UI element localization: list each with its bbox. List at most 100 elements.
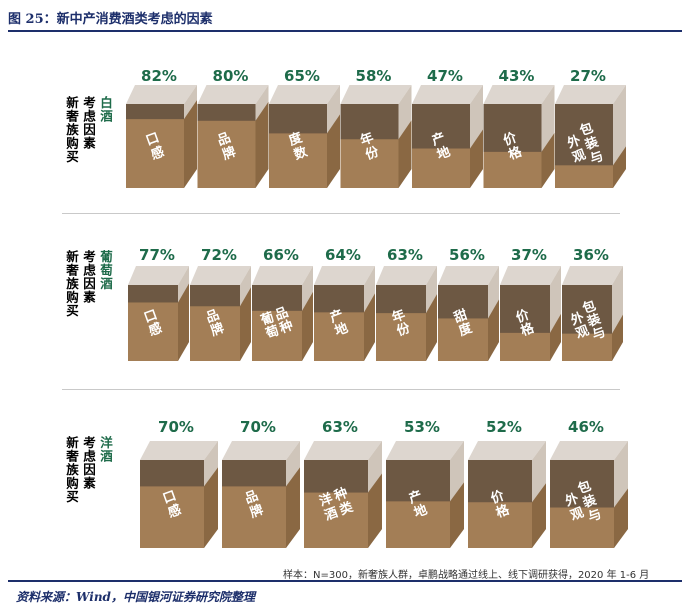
cube-front-fill: [340, 139, 399, 188]
category-label: 口感: [161, 488, 183, 521]
value-label: 80%: [213, 67, 249, 85]
cube-front-fill: [468, 502, 532, 548]
cube-top-face: [386, 441, 464, 460]
category-label-char: 外: [564, 132, 583, 152]
cube-side-fill: [204, 467, 218, 548]
cube-top-face: [412, 85, 483, 104]
category-label-char: 萄: [263, 322, 281, 341]
category-label-char: 价: [514, 307, 532, 326]
bar-cube: [197, 85, 269, 188]
category-label-char: 牌: [220, 144, 238, 163]
category-label-char: 价: [502, 130, 520, 149]
bar-cube: [340, 85, 412, 188]
row-label-baijiu-col2: 考虑因素: [81, 96, 96, 150]
category-label: 口感: [144, 130, 166, 163]
cube-side-fill: [612, 314, 623, 361]
cube-top-face: [550, 441, 628, 460]
category-label-char: 观: [571, 147, 588, 166]
category-label: 口感: [142, 308, 164, 340]
cube-top-face: [128, 266, 189, 285]
category-label: 品牌: [216, 130, 238, 163]
source-rule: [8, 580, 682, 582]
cube-front-fill: [190, 306, 240, 361]
bar-cube: [550, 441, 628, 548]
bar-cube: [376, 266, 437, 361]
category-label-char: 酒: [323, 505, 340, 524]
category-label-char: 观: [569, 505, 586, 524]
cube-front-fill: [562, 333, 612, 361]
category-label-char: 包: [576, 478, 594, 497]
category-label-char: 感: [149, 144, 167, 163]
cube-top-face: [562, 266, 623, 285]
category-label-char: 装: [584, 311, 603, 331]
bar-cube: [126, 85, 197, 188]
cube-side-fill: [302, 291, 313, 361]
category-label-char: 感: [147, 320, 165, 339]
bar-cube: [269, 85, 340, 188]
category-label-char: 地: [412, 502, 430, 521]
row-label-wine: 新奢族购买 考虑因素 葡萄酒: [64, 250, 113, 318]
cube-side-fill: [255, 101, 269, 188]
value-label: 72%: [201, 246, 237, 264]
value-label: 46%: [568, 418, 604, 436]
category-label: 品牌: [243, 488, 265, 521]
value-label: 70%: [158, 418, 194, 436]
title-rule: [8, 30, 682, 32]
cube-side-fill: [541, 132, 555, 188]
cube-front-fill: [483, 151, 542, 188]
cube-front-fill: [412, 148, 470, 188]
bar-cube: [304, 441, 382, 548]
value-label: 53%: [404, 418, 440, 436]
value-label: 52%: [486, 418, 522, 436]
row-label-yangjiu-col2: 考虑因素: [81, 436, 96, 490]
cube-side-fill: [327, 114, 340, 188]
cube-top-face: [314, 266, 375, 285]
cube-top-face: [483, 85, 555, 104]
cube-front-fill: [197, 120, 256, 188]
category-label-char: 品: [204, 308, 221, 327]
category-label-char: 包: [578, 120, 596, 139]
bar-cube: [562, 266, 623, 361]
cube-side-fill: [368, 473, 382, 548]
category-label-char: 外: [562, 490, 581, 510]
divider-2: [62, 389, 620, 390]
row-label-baijiu-col1: 白酒: [98, 96, 113, 123]
value-label: 63%: [387, 246, 423, 264]
category-label-char: 种: [277, 317, 296, 337]
cube-top-face: [269, 85, 340, 104]
category-label-char: 与: [590, 325, 607, 344]
cube-side-fill: [240, 287, 251, 361]
source-note: 资料来源：Wind，中国银河证券研究院整理: [16, 590, 255, 604]
category-label-char: 牌: [209, 320, 227, 339]
bar-cube: [314, 266, 375, 361]
row-label-wine-col1: 葡萄酒: [98, 250, 113, 291]
bar-cube: [140, 441, 218, 548]
category-label: 产地: [328, 307, 350, 340]
cube-side-fill: [614, 488, 628, 548]
cube-side-fill: [450, 482, 464, 548]
category-label-char: 口: [144, 130, 161, 149]
category-label-char: 年: [390, 307, 408, 326]
cube-front-fill: [140, 486, 204, 548]
category-label-char: 产: [328, 307, 346, 326]
value-label: 82%: [141, 67, 177, 85]
cube-front-fill: [252, 310, 302, 361]
category-label-char: 观: [574, 323, 591, 342]
value-label: 63%: [322, 418, 358, 436]
cube-side-fill: [426, 294, 437, 361]
cube-front-fill: [550, 507, 614, 548]
row-label-wine-col2: 考虑因素: [81, 250, 96, 304]
cube-front-fill: [222, 486, 286, 548]
category-label-char: 甜: [452, 307, 470, 326]
bar-cube: [128, 266, 189, 361]
category-label: 产地: [407, 488, 430, 522]
row-label-yangjiu-col3: 新奢族购买: [64, 436, 79, 504]
bar-cube: [438, 266, 499, 361]
category-label-char: 品: [216, 130, 233, 149]
value-label: 47%: [427, 67, 463, 85]
cube-front-fill: [269, 133, 327, 188]
cube-top-face: [252, 266, 313, 285]
bar-cube: [555, 85, 626, 188]
